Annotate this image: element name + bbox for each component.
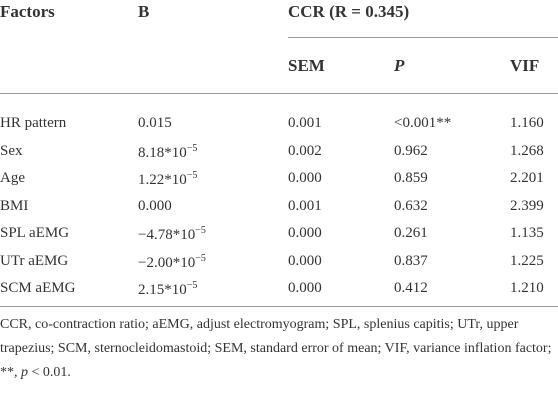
footnote-text: < 0.01. (28, 365, 71, 380)
footnote: CCR, co-contraction ratio; aEMG, adjust … (0, 313, 556, 385)
cell-text: 8.18*10 (138, 144, 187, 161)
header-cell: VIF (510, 56, 540, 75)
cell: −2.00*10−5 (138, 253, 206, 272)
header-group: CCR (R = 0.345) (288, 2, 410, 21)
cell: 0.962 (394, 142, 428, 159)
cell: 0.412 (394, 280, 428, 296)
cell: 1.160 (510, 115, 544, 131)
cell-sup: −5 (186, 170, 198, 181)
cell: 0.632 (394, 197, 428, 214)
rule (288, 37, 558, 38)
rule (0, 93, 558, 94)
footnote-italic: p (21, 365, 28, 380)
cell: 0.000 (288, 170, 322, 186)
cell: 1.268 (510, 142, 544, 159)
cell: 0.837 (394, 252, 428, 269)
cell: HR pattern (0, 115, 67, 131)
header-cell: B (138, 2, 150, 21)
cell: 8.18*10−5 (138, 143, 197, 162)
cell: SCM aEMG (0, 280, 76, 296)
cell: 0.001 (288, 115, 322, 131)
header-cell: Factors (0, 2, 55, 21)
cell: 2.15*10−5 (138, 280, 197, 299)
cell: 2.399 (510, 197, 544, 214)
cell: BMI (0, 197, 29, 214)
cell: 0.000 (288, 225, 322, 241)
cell: 0.000 (288, 252, 322, 269)
header-cell: P (394, 56, 405, 75)
cell: 0.261 (394, 225, 428, 241)
cell: −4.78*10−5 (138, 225, 206, 244)
header-cell: SEM (288, 56, 325, 75)
cell-text: −2.00*10 (138, 254, 196, 271)
cell: <0.001** (394, 115, 452, 131)
cell-sup: −5 (195, 252, 206, 264)
cell-text: −4.78*10 (138, 227, 196, 243)
cell: 0.002 (288, 142, 322, 159)
cell: 0.001 (288, 197, 322, 214)
cell: 0.015 (138, 115, 172, 131)
cell-sup: −5 (186, 280, 198, 291)
cell: 1.135 (510, 225, 544, 241)
cell: 1.22*10−5 (138, 170, 197, 189)
footnote-text: CCR, co-contraction ratio; aEMG, adjust … (0, 317, 552, 380)
cell-sup: −5 (195, 225, 206, 236)
rule (0, 306, 558, 307)
cell: 1.225 (510, 252, 544, 269)
cell: SPL aEMG (0, 225, 70, 241)
cell: 0.000 (288, 280, 322, 296)
cell: Age (0, 170, 25, 186)
cell-sup: −5 (186, 142, 198, 154)
cell: UTr aEMG (0, 252, 69, 269)
cell: 2.201 (510, 170, 544, 186)
cell: 0.000 (138, 197, 172, 214)
cell: 1.210 (510, 280, 544, 296)
cell-text: 1.22*10 (138, 172, 187, 188)
cell-text: 2.15*10 (138, 282, 187, 298)
cell: Sex (0, 142, 23, 159)
cell: 0.859 (394, 170, 428, 186)
